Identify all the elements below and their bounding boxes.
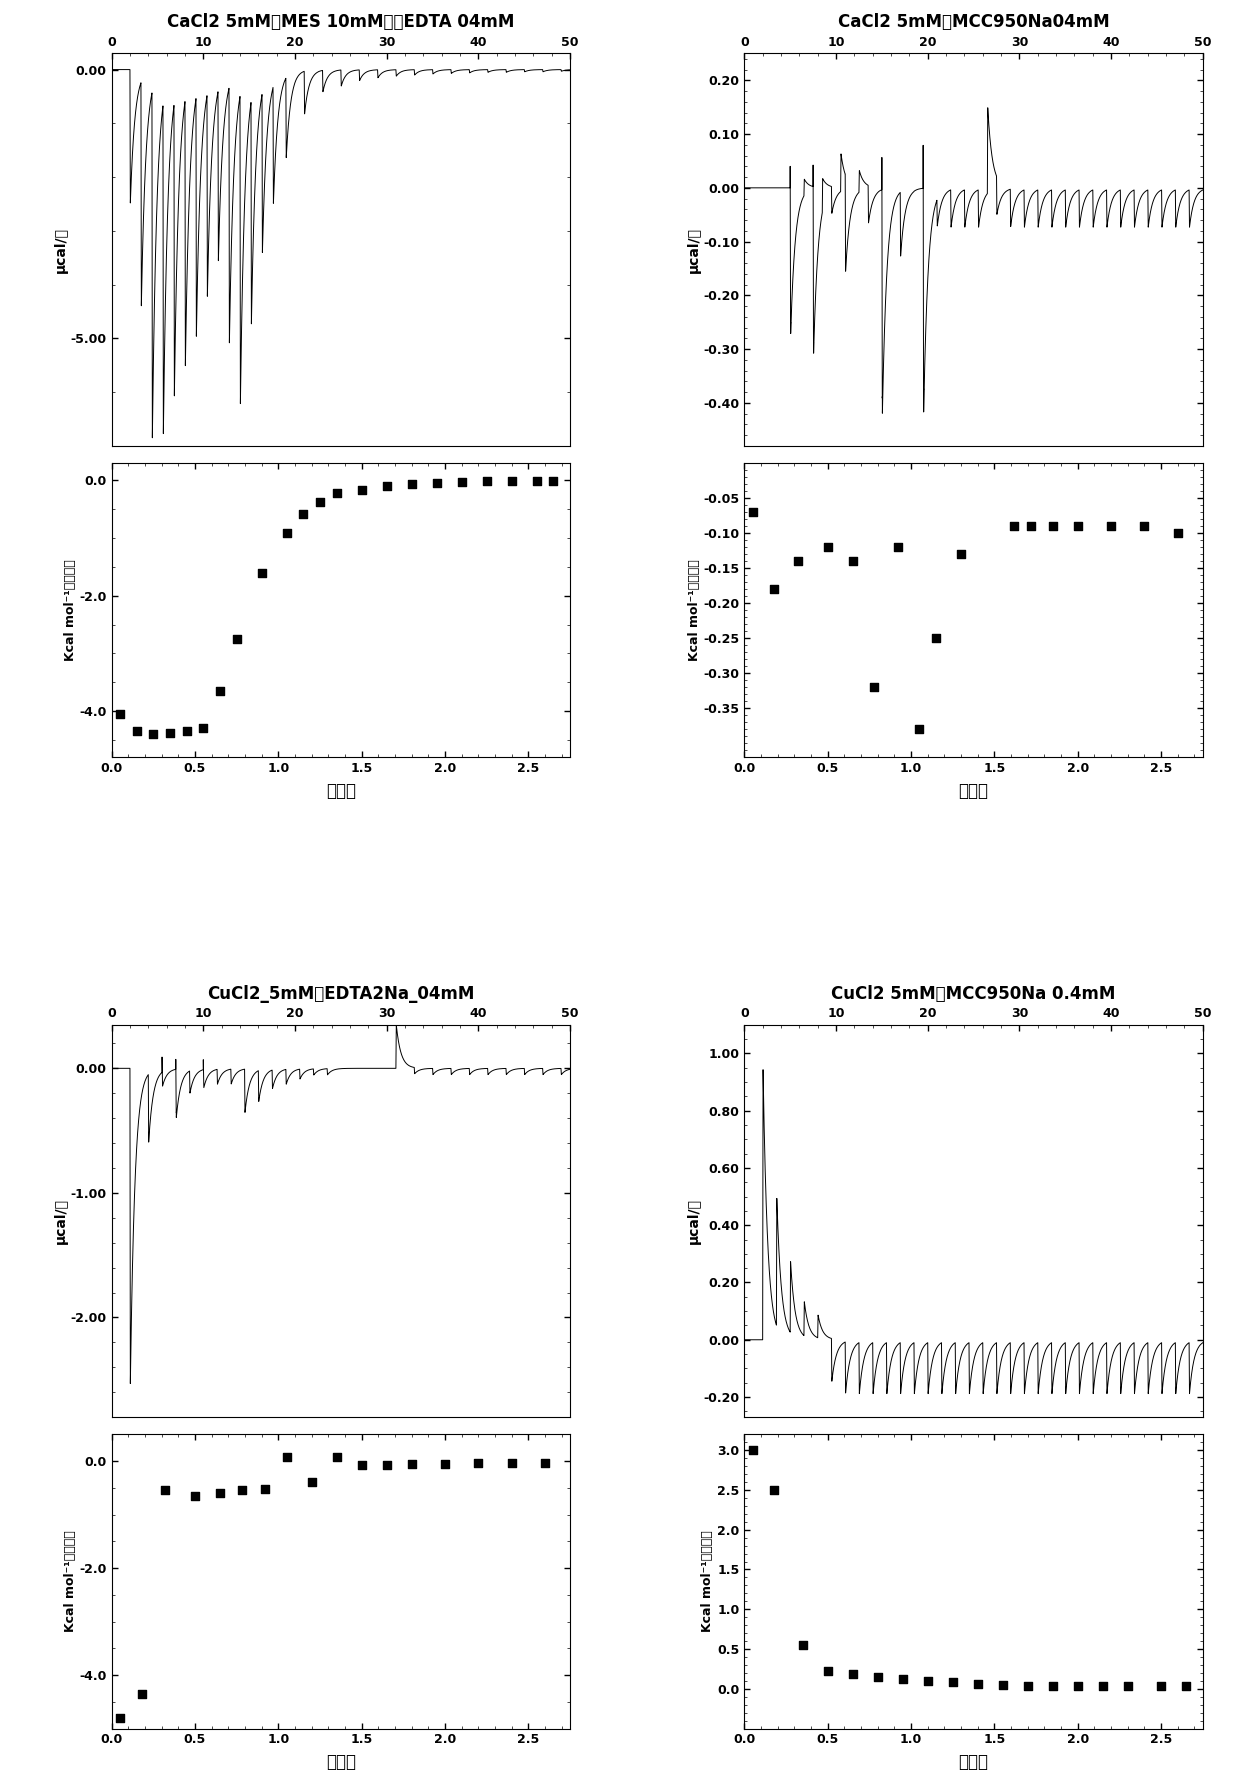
Point [144,720,164,748]
Point [817,533,837,561]
X-axis label: 摩尔比: 摩尔比 [959,782,988,800]
Point [1004,511,1024,540]
X-axis label: 摩尔比: 摩尔比 [326,782,356,800]
Point [327,1442,347,1470]
Point [131,1679,151,1707]
Point [817,1657,837,1686]
Point [1043,1672,1063,1700]
Point [255,1474,275,1502]
Point [301,1468,321,1497]
Point [294,499,314,527]
Point [177,716,197,745]
Point [1151,1672,1171,1700]
Point [1018,1672,1038,1700]
Point [918,1666,937,1695]
X-axis label: 摩尔比: 摩尔比 [326,1753,356,1771]
Point [787,547,807,576]
Point [126,716,146,745]
Title: CuCl2_5mM与EDTA2Na_04mM: CuCl2_5mM与EDTA2Na_04mM [207,984,475,1003]
Point [792,1631,812,1659]
Y-axis label: Kcal mol⁻¹的注射物: Kcal mol⁻¹的注射物 [702,1531,714,1632]
Point [1135,511,1154,540]
Point [402,1449,422,1477]
Point [427,469,446,497]
Point [843,1661,863,1689]
Point [543,467,563,495]
Point [210,677,229,706]
Y-axis label: Kcal mol⁻¹的注射物: Kcal mol⁻¹的注射物 [687,560,701,661]
Point [536,1449,556,1477]
Point [1092,1672,1112,1700]
Title: CuCl2 5mM与MCC950Na 0.4mM: CuCl2 5mM与MCC950Na 0.4mM [831,984,1116,1003]
X-axis label: 摩尔比: 摩尔比 [959,1753,988,1771]
Point [527,467,547,495]
Point [352,1451,372,1479]
Point [327,479,347,508]
Y-axis label: μcal/秒: μcal/秒 [53,226,68,273]
Point [277,519,296,547]
Point [110,700,130,729]
Point [868,1663,888,1691]
Point [993,1670,1013,1698]
Title: CaCl2 5mM与MES 10mM中的EDTA 04mM: CaCl2 5mM与MES 10mM中的EDTA 04mM [167,12,515,32]
Y-axis label: Kcal mol⁻¹的注射物: Kcal mol⁻¹的注射物 [63,560,77,661]
Point [477,467,497,495]
Point [155,1475,175,1504]
Point [743,1436,763,1465]
Point [1022,511,1042,540]
Point [160,718,180,747]
Point [1177,1672,1197,1700]
Point [402,469,422,497]
Point [252,558,272,586]
Point [764,1475,784,1504]
Point [1068,1672,1087,1700]
Point [469,1449,489,1477]
Point [185,1481,205,1509]
Y-axis label: μcal/秒: μcal/秒 [687,1198,701,1244]
Point [893,1664,913,1693]
Point [764,576,784,604]
Point [1101,511,1121,540]
Point [210,1479,229,1508]
Point [1168,519,1188,547]
Point [1043,511,1063,540]
Point [942,1668,962,1696]
Point [377,472,397,501]
Point [843,547,863,576]
Point [743,497,763,526]
Point [377,1451,397,1479]
Point [232,1475,252,1504]
Point [864,674,884,702]
Point [909,715,929,743]
Point [951,540,971,568]
Point [502,467,522,495]
Point [967,1670,987,1698]
Y-axis label: μcal/秒: μcal/秒 [687,226,701,273]
Point [110,1704,130,1732]
Point [277,1442,296,1470]
Point [926,624,946,652]
Point [451,469,471,497]
Point [193,715,213,743]
Y-axis label: μcal/秒: μcal/秒 [53,1198,68,1244]
Point [352,476,372,504]
Point [888,533,908,561]
Point [310,488,330,517]
Point [435,1449,455,1477]
Point [1117,1672,1137,1700]
Title: CaCl2 5mM与MCC950Na04mM: CaCl2 5mM与MCC950Na04mM [838,12,1110,32]
Point [227,625,247,654]
Y-axis label: Kcal mol⁻¹的注射物: Kcal mol⁻¹的注射物 [63,1531,77,1632]
Point [1068,511,1087,540]
Point [502,1449,522,1477]
